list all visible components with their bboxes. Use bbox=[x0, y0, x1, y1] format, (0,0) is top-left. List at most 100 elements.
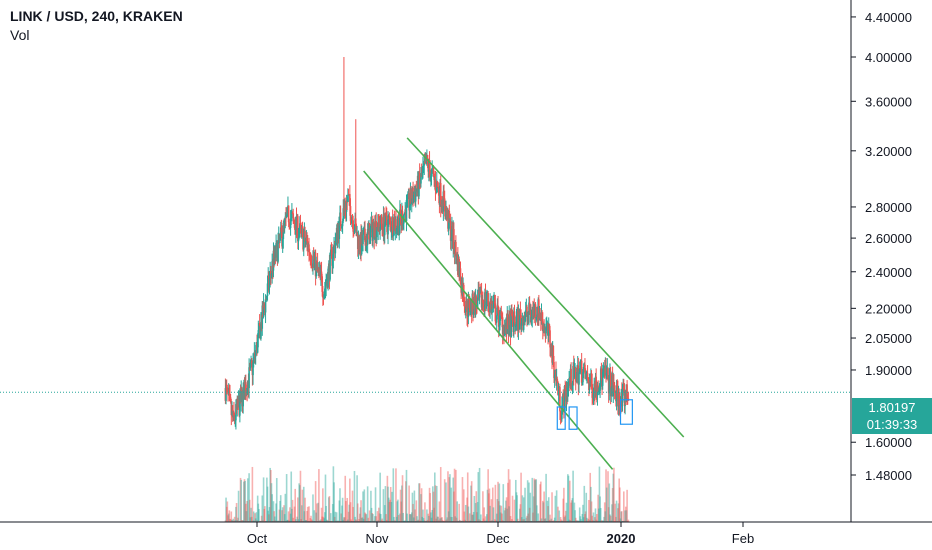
volume-bar bbox=[379, 472, 381, 522]
candle-body bbox=[414, 190, 417, 202]
volume-bar bbox=[546, 500, 549, 522]
candle-body bbox=[373, 222, 376, 239]
candle-body bbox=[304, 241, 307, 243]
candle-body bbox=[496, 305, 499, 316]
candle-body bbox=[420, 173, 422, 184]
candle-body bbox=[442, 191, 445, 212]
volume-bar bbox=[348, 504, 350, 522]
volume-bar bbox=[281, 507, 284, 522]
volume-bar bbox=[548, 519, 551, 522]
candle-body bbox=[358, 236, 360, 251]
volume-bar bbox=[421, 516, 424, 522]
price-axis[interactable]: 4.40000 4.00000 3.60000 3.20000 2.80000 2.600… bbox=[851, 10, 912, 483]
volume-bar bbox=[283, 505, 285, 522]
candle-body bbox=[324, 285, 327, 289]
volume-bar bbox=[347, 519, 349, 522]
volume-bar bbox=[249, 517, 252, 522]
candle-body bbox=[448, 210, 451, 223]
candle-body bbox=[266, 283, 269, 297]
candle-body bbox=[229, 394, 231, 398]
volume-bar bbox=[585, 492, 588, 522]
candle-body bbox=[258, 323, 261, 326]
volume-bar bbox=[240, 479, 242, 522]
candle-body bbox=[488, 304, 490, 306]
candle-body bbox=[321, 276, 323, 292]
candle-body bbox=[342, 208, 345, 222]
candle-body bbox=[369, 227, 372, 244]
volume-bar bbox=[446, 517, 449, 522]
volume-bar bbox=[582, 517, 585, 522]
volume-bar bbox=[270, 483, 273, 522]
time-axis[interactable]: Oct Nov Dec 2020 Feb bbox=[247, 522, 754, 546]
candle-body bbox=[559, 411, 562, 418]
volume-bar bbox=[366, 520, 368, 522]
volume-bar bbox=[580, 520, 583, 522]
volume-bar bbox=[376, 520, 378, 522]
volume-bar bbox=[543, 491, 545, 522]
volume-bar bbox=[522, 497, 525, 522]
time-tick-label: Dec bbox=[486, 531, 510, 546]
volume-bar bbox=[404, 520, 406, 522]
volume-bar bbox=[620, 511, 622, 522]
volume-bar bbox=[586, 517, 588, 522]
candle-body bbox=[492, 304, 495, 308]
volume-bar bbox=[586, 520, 589, 522]
volume-bar bbox=[524, 520, 527, 522]
volume-bar bbox=[364, 512, 366, 522]
volume-bar bbox=[476, 512, 478, 522]
volume-bar bbox=[356, 503, 359, 522]
candle-body bbox=[332, 247, 335, 259]
candle-body bbox=[285, 216, 287, 218]
volume-bar bbox=[505, 497, 508, 522]
volume-bar bbox=[520, 472, 522, 522]
volume-bar bbox=[554, 495, 557, 522]
candle-body bbox=[590, 373, 593, 385]
candle-body bbox=[258, 323, 260, 331]
price-tick-label: 2.20000 bbox=[865, 301, 912, 316]
volume-bar bbox=[606, 520, 609, 522]
candle-body bbox=[449, 221, 452, 241]
volume-bar bbox=[380, 514, 382, 522]
candle-body bbox=[416, 188, 418, 192]
volume-bar bbox=[486, 489, 489, 522]
volume-bar bbox=[538, 520, 540, 522]
volume-bar bbox=[310, 515, 312, 522]
volume-bar bbox=[393, 520, 396, 522]
volume-bar bbox=[241, 520, 243, 522]
volume-bar bbox=[602, 520, 605, 522]
candle-body bbox=[467, 298, 470, 317]
volume-bar bbox=[537, 513, 539, 522]
volume-bar bbox=[584, 511, 587, 522]
price-tick-label: 1.48000 bbox=[865, 468, 912, 483]
volume-bar bbox=[431, 509, 433, 522]
candle-body bbox=[351, 218, 354, 221]
candle-body bbox=[280, 227, 283, 232]
volume-bar bbox=[412, 517, 415, 522]
candle-body bbox=[519, 311, 522, 316]
volume-bar bbox=[394, 520, 397, 522]
candle-body bbox=[347, 194, 349, 202]
candle-body bbox=[626, 384, 628, 399]
candle-body bbox=[480, 290, 483, 308]
volume-bar bbox=[542, 500, 544, 522]
volume-bar bbox=[567, 474, 569, 522]
price-tick-label: 2.60000 bbox=[865, 231, 912, 246]
volume-bar bbox=[451, 517, 453, 522]
volume-bar bbox=[544, 518, 547, 522]
volume-bar bbox=[455, 469, 457, 522]
volume-bar bbox=[389, 499, 391, 522]
volume-bar bbox=[351, 490, 354, 522]
volume-bar bbox=[358, 519, 360, 522]
volume-bar bbox=[599, 496, 601, 522]
candle-body bbox=[385, 215, 388, 226]
candle-body bbox=[535, 317, 538, 319]
candle-body bbox=[281, 231, 283, 247]
volume-indicator-label[interactable]: Vol bbox=[10, 27, 30, 43]
candle-body bbox=[310, 260, 312, 264]
candle-body bbox=[396, 225, 399, 229]
volume-bar bbox=[385, 514, 387, 522]
candle-body bbox=[507, 314, 509, 330]
candle-body bbox=[538, 299, 540, 321]
candle-body bbox=[410, 202, 413, 204]
